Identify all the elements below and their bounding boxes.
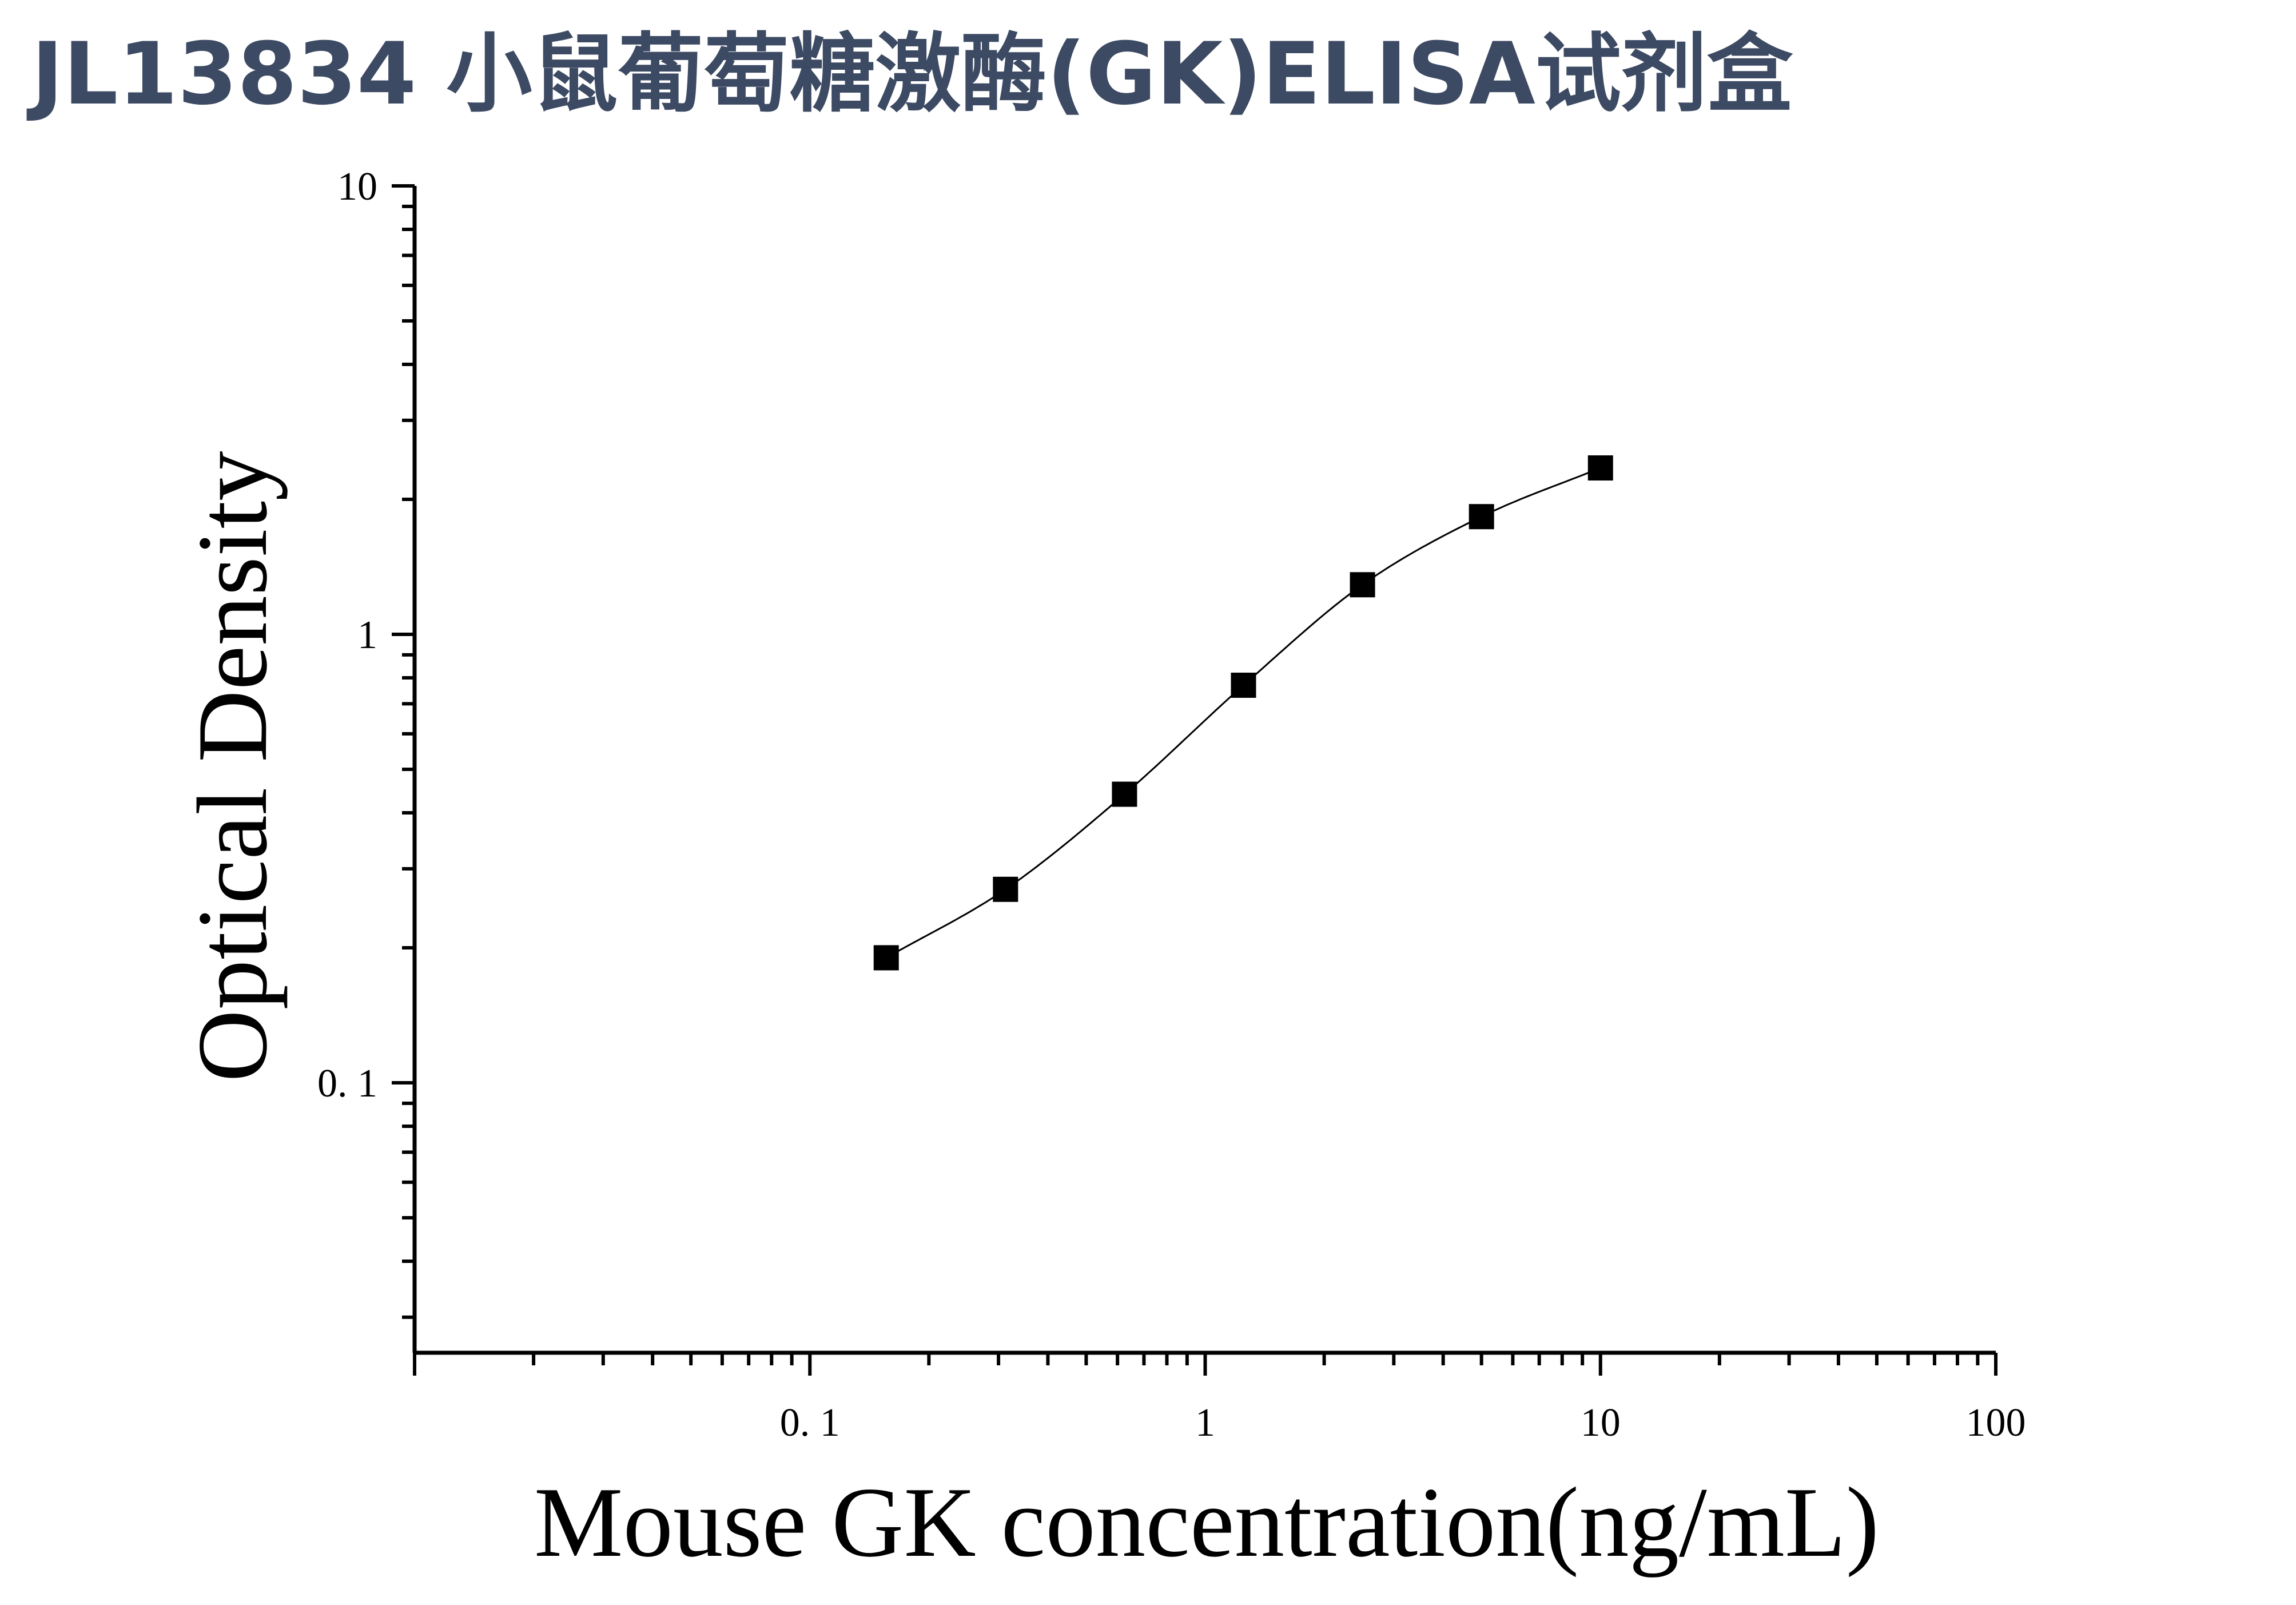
axes xyxy=(412,186,1996,1355)
tick-marks xyxy=(392,184,1997,1376)
page-title: JL13834 小鼠葡萄糖激酶(GK)ELISA试剂盒 xyxy=(31,25,1793,124)
x-tick-label: 100 xyxy=(1966,1401,2026,1445)
y-tick-label: 0. 1 xyxy=(317,1062,377,1106)
data-point xyxy=(1350,572,1375,598)
y-axis-title: Optical Density xyxy=(177,451,288,1082)
x-tick-label: 0. 1 xyxy=(780,1401,840,1445)
x-tick-label: 1 xyxy=(1195,1401,1215,1445)
data-point xyxy=(993,876,1018,902)
data-point xyxy=(873,945,899,971)
data-point xyxy=(1469,504,1494,530)
y-tick-label: 1 xyxy=(357,613,377,657)
tick-labels: 0. 1 1 10 100 0. 1 1 10 xyxy=(317,165,2026,1445)
data-points xyxy=(873,455,1613,971)
x-axis-title: Mouse GK concentration(ng/mL) xyxy=(534,1467,1879,1578)
x-tick-label: 10 xyxy=(1581,1401,1621,1445)
y-tick-label: 10 xyxy=(337,165,377,209)
data-point xyxy=(1587,455,1613,481)
data-point xyxy=(1112,781,1137,807)
data-point xyxy=(1231,672,1256,698)
